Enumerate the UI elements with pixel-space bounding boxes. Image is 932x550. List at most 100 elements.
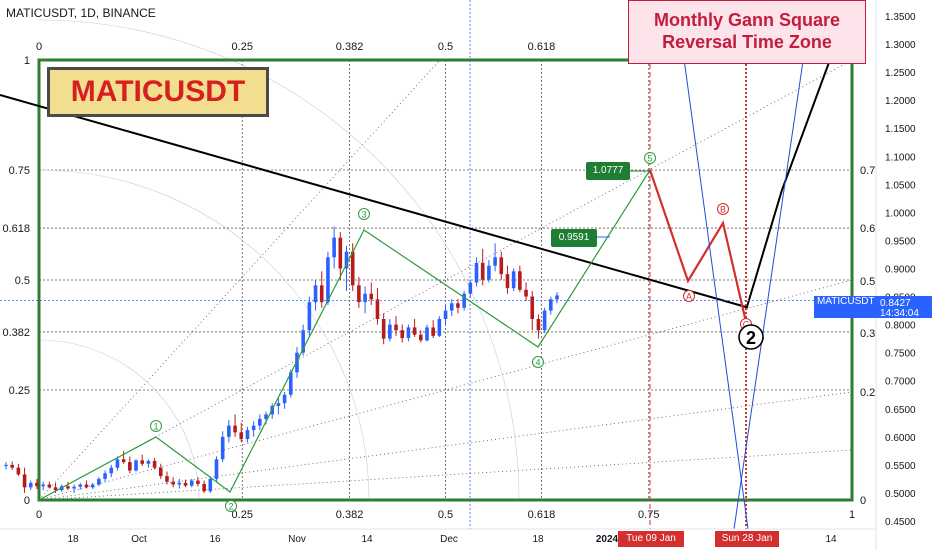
- candle-body: [319, 285, 324, 303]
- candle-body: [115, 459, 120, 468]
- wave-label-circle: [150, 420, 162, 432]
- candle-body: [103, 473, 107, 479]
- wave-label-text: A: [686, 292, 692, 302]
- fib-right-label: 0: [860, 495, 866, 507]
- fib-top-label: 0.382: [336, 41, 364, 53]
- current-price-tag: MATICUSDT: [814, 296, 876, 318]
- candle-body: [134, 460, 138, 471]
- candle-body: [555, 295, 559, 300]
- candle-body: [214, 459, 219, 479]
- candle-body: [177, 482, 182, 485]
- candle-body: [487, 265, 491, 280]
- time-tick-label: 16: [209, 534, 221, 545]
- candle-body: [140, 460, 145, 464]
- candle-body: [53, 487, 58, 491]
- fib-right-label: 0.7: [860, 165, 875, 177]
- gann-fan-line: [38, 279, 853, 501]
- candle-body: [47, 484, 52, 488]
- fib-right-label: 0.3: [860, 328, 875, 340]
- price-tick-label: 0.5500: [885, 461, 916, 472]
- candle-body: [97, 478, 101, 485]
- fib-left-label: 0.75: [9, 165, 30, 177]
- price-tag-value: 0.8427: [880, 298, 911, 309]
- candle-body: [220, 436, 225, 460]
- fib-right-label: 0.5: [860, 276, 875, 288]
- candle-body: [518, 271, 522, 290]
- candle-body: [350, 251, 355, 286]
- candle-body: [239, 432, 244, 440]
- big-wave-label-text: 2: [746, 328, 756, 348]
- wave-label-text: 4: [535, 358, 540, 368]
- fib-bottom-label: 0.5: [438, 509, 453, 521]
- candle-body: [233, 425, 237, 433]
- candle-body: [128, 462, 132, 471]
- candle-body: [189, 480, 194, 486]
- price-tick-label: 0.7000: [885, 377, 916, 388]
- fib-bottom-label: 0.618: [528, 509, 556, 521]
- price-tick-label: 1.1500: [885, 124, 916, 135]
- gann-arc: [38, 339, 200, 501]
- price-tick-label: 1.0500: [885, 180, 916, 191]
- fib-top-label: 0.5: [438, 41, 453, 53]
- candle-body: [468, 282, 473, 294]
- candle-body: [499, 257, 504, 275]
- candle-body: [90, 484, 95, 488]
- candle-body: [35, 482, 39, 487]
- price-tag-countdown: 14:34:04: [880, 308, 919, 319]
- candle-body: [307, 302, 312, 331]
- candle-body: [437, 319, 442, 336]
- candle-body: [474, 262, 479, 283]
- candle-body: [282, 394, 287, 404]
- candle-body: [480, 262, 485, 280]
- candle-body: [505, 274, 510, 289]
- candle-body: [251, 425, 256, 431]
- time-tick-label: Dec: [440, 534, 458, 545]
- candle-body: [381, 319, 386, 339]
- candle-body: [78, 484, 83, 487]
- wave-label-text: 1: [153, 422, 158, 432]
- fib-left-label: 0.25: [9, 385, 30, 397]
- price-tick-label: 0.9000: [885, 265, 916, 276]
- candle-body: [16, 467, 21, 475]
- fib-bottom-label: 0.75: [638, 509, 659, 521]
- candle-body: [394, 324, 398, 331]
- fib-bottom-label: 0.25: [232, 509, 253, 521]
- candle-body: [28, 482, 33, 488]
- candle-body: [412, 327, 417, 335]
- candle-body: [406, 327, 411, 339]
- candle-body: [493, 257, 497, 266]
- date-tag-2: Sun 28 Jan: [715, 531, 779, 547]
- target-label-2: 0.9591: [551, 229, 597, 247]
- gann-box-border: [37, 58, 854, 502]
- price-axis-bg: [876, 0, 932, 550]
- candle-body: [208, 478, 213, 492]
- fib-left-label: 1: [24, 55, 30, 67]
- time-tick-label: Oct: [131, 534, 147, 545]
- candle-body: [369, 293, 374, 300]
- fib-top-label: 0.25: [232, 41, 253, 53]
- candle-body: [109, 467, 114, 474]
- candle-body: [363, 293, 367, 303]
- symbol-header[interactable]: MATICUSDT, 1D, BINANCE: [6, 6, 156, 20]
- candle-body: [511, 271, 516, 289]
- wave-label-circle: [532, 356, 544, 368]
- fib-left-label: 0.5: [15, 275, 30, 287]
- target-label-1: 1.0777: [586, 162, 630, 180]
- annotation-line-2: Reversal Time Zone: [662, 32, 832, 52]
- price-tick-label: 0.5000: [885, 489, 916, 500]
- candle-body: [431, 327, 435, 336]
- annotation-line-1: Monthly Gann Square: [653, 10, 840, 30]
- wave-label-text: 2: [228, 502, 233, 512]
- resistance-trendline: [0, 94, 747, 308]
- candle-body: [4, 464, 8, 467]
- candle-body: [357, 285, 361, 303]
- candle-body: [66, 486, 70, 489]
- candle-body: [425, 327, 429, 341]
- correction-wave-path: [648, 169, 748, 323]
- gann-fan-line: [38, 59, 441, 501]
- wave-label-text: 3: [361, 210, 366, 220]
- fib-left-label: 0.618: [2, 223, 30, 235]
- candle-body: [165, 476, 169, 482]
